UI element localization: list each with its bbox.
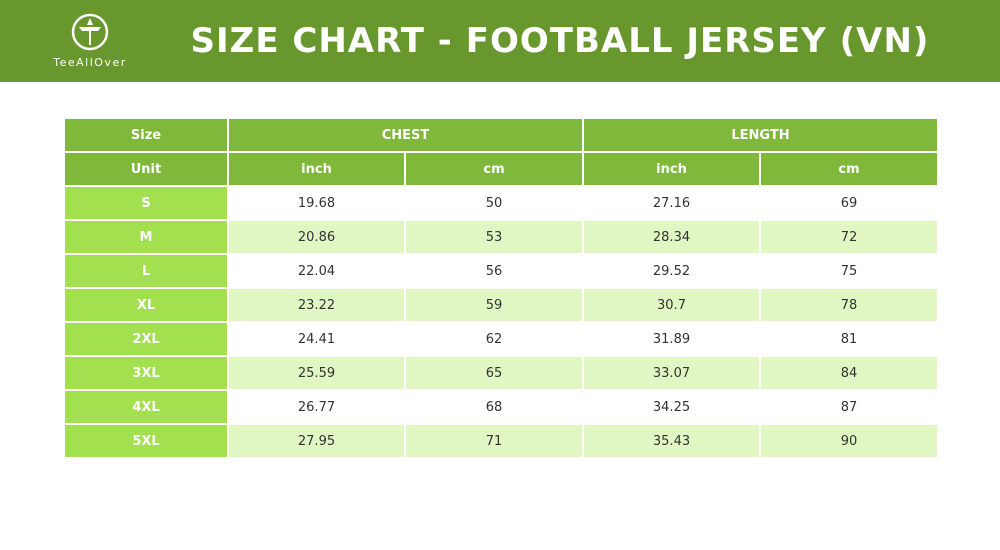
chest-inch-cell: 26.77 [227,389,406,425]
size-cell: M [63,219,229,255]
page-title: SIZE CHART - FOOTBALL JERSEY (VN) [190,21,930,61]
chest-inch-cell: 22.04 [227,253,406,289]
size-cell: 3XL [63,355,229,391]
table-row: 4XL 26.77 68 34.25 87 [63,389,940,425]
length-inch-cell: 35.43 [582,423,761,459]
chest-cm-cell: 71 [404,423,584,459]
table-row: S 19.68 50 27.16 69 [63,185,940,221]
brand-name: TeeAllOver [53,56,127,69]
table-header-row: Size CHEST LENGTH [63,117,940,153]
length-cm-cell: 87 [758,389,940,425]
table-row: L 22.04 56 29.52 75 [63,253,940,289]
length-inch-header: inch [582,151,761,187]
header-banner: TeeAllOver SIZE CHART - FOOTBALL JERSEY … [0,0,1000,82]
chest-cm-cell: 53 [404,219,584,255]
table-row: M 20.86 53 28.34 72 [63,219,940,255]
length-header: LENGTH [581,117,940,153]
chest-inch-cell: 27.95 [227,423,406,459]
size-header: Size [63,117,229,153]
size-cell: 4XL [63,389,229,425]
chest-cm-header: cm [404,151,584,187]
table-unit-row: Unit inch cm inch cm [63,151,940,187]
table-row: 5XL 27.95 71 35.43 90 [63,423,940,459]
length-cm-cell: 75 [758,253,940,289]
size-cell: S [63,185,229,221]
length-cm-cell: 72 [758,219,940,255]
chest-cm-cell: 68 [404,389,584,425]
unit-header: Unit [63,151,229,187]
chest-inch-header: inch [227,151,406,187]
length-inch-cell: 30.7 [582,287,761,323]
length-inch-cell: 34.25 [582,389,761,425]
length-inch-cell: 27.16 [582,185,761,221]
size-chart-table: Size CHEST LENGTH Unit inch cm inch cm S… [63,117,940,459]
chest-inch-cell: 23.22 [227,287,406,323]
length-cm-cell: 90 [758,423,940,459]
chest-header: CHEST [227,117,584,153]
chest-cm-cell: 56 [404,253,584,289]
length-inch-cell: 29.52 [582,253,761,289]
chest-cm-cell: 59 [404,287,584,323]
length-cm-header: cm [758,151,940,187]
length-cm-cell: 81 [758,321,940,357]
chest-cm-cell: 65 [404,355,584,391]
chest-cm-cell: 62 [404,321,584,357]
brand-logo: TeeAllOver [50,12,130,72]
length-inch-cell: 31.89 [582,321,761,357]
table-row: 2XL 24.41 62 31.89 81 [63,321,940,357]
size-cell: XL [63,287,229,323]
size-cell: 5XL [63,423,229,459]
length-inch-cell: 33.07 [582,355,761,391]
size-cell: 2XL [63,321,229,357]
table-row: XL 23.22 59 30.7 78 [63,287,940,323]
chest-inch-cell: 24.41 [227,321,406,357]
size-cell: L [63,253,229,289]
length-inch-cell: 28.34 [582,219,761,255]
chest-inch-cell: 25.59 [227,355,406,391]
brand-logo-icon [71,13,109,51]
length-cm-cell: 84 [758,355,940,391]
chest-inch-cell: 19.68 [227,185,406,221]
chest-inch-cell: 20.86 [227,219,406,255]
table-row: 3XL 25.59 65 33.07 84 [63,355,940,391]
length-cm-cell: 78 [758,287,940,323]
length-cm-cell: 69 [758,185,940,221]
chest-cm-cell: 50 [404,185,584,221]
